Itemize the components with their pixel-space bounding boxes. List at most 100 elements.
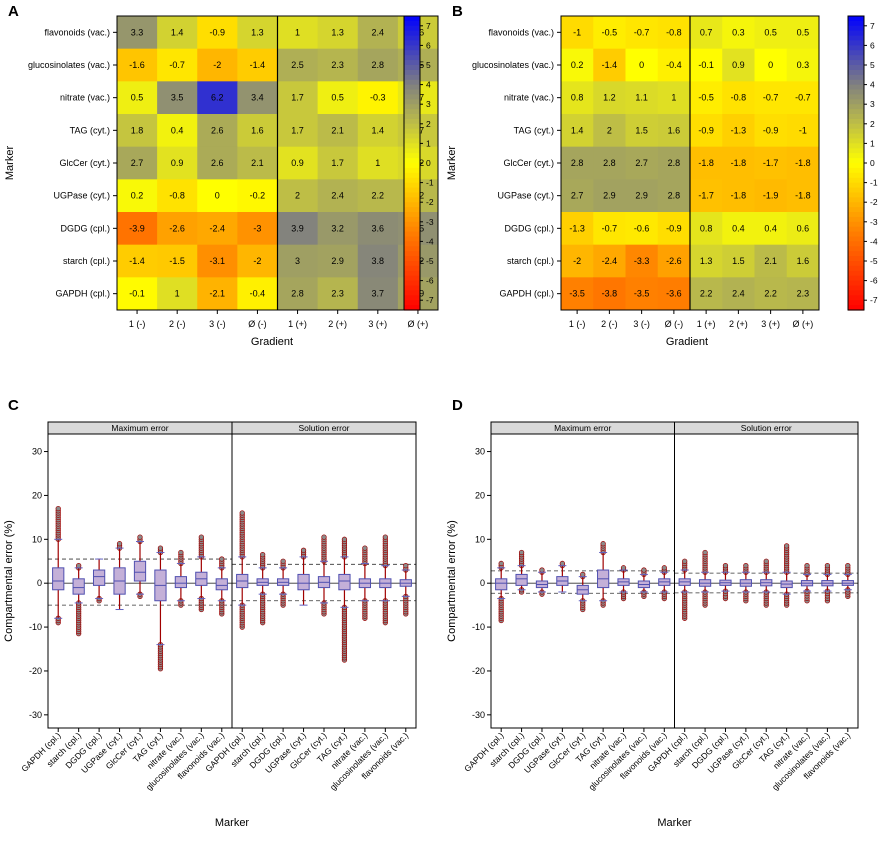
heatmap-cell <box>722 212 755 246</box>
heatmap-cell <box>357 48 399 82</box>
colorbar-segment <box>848 246 864 252</box>
heatmap-cell-label: 2.8 <box>571 158 584 168</box>
heatmap-cell-label: -1 <box>573 27 581 37</box>
colorbar-segment <box>848 212 864 218</box>
heatmap-cell <box>561 277 594 311</box>
y-tick-label: 0 <box>480 578 485 588</box>
colorbar-segment <box>404 148 420 154</box>
x-axis-title: Gradient <box>666 336 708 348</box>
row-label: DGDG (cpl.) <box>505 223 555 233</box>
outlier-point <box>518 549 525 556</box>
heatmap-cell-label: 3.9 <box>291 223 304 233</box>
colorbar-segment <box>404 25 420 32</box>
heatmap-cell-label: 0.5 <box>797 27 810 37</box>
heatmap-cell-label: 0.3 <box>732 27 745 37</box>
heatmap-cell-label: 1.6 <box>668 125 681 135</box>
heatmap-cell <box>237 81 278 115</box>
heatmap-panel-A: A 3.3 1.4 -0.9 1.3 1 1.3 2.4 1.6 flavonoids (vac.… <box>4 3 439 348</box>
boxplot-panel-D: D Maximum error Solution error 30 20 10 0 -10 -2… <box>446 397 859 829</box>
colorbar-segment <box>404 123 420 130</box>
heatmap-cell-label: 2 <box>607 125 612 135</box>
heatmap-cell-label: -1.8 <box>795 158 811 168</box>
heatmap-cell <box>197 244 238 278</box>
colorbar-segment <box>404 177 420 184</box>
outlier-point <box>498 560 504 567</box>
colorbar-tick-label: -7 <box>870 295 878 305</box>
colorbar-tick-label: -6 <box>426 276 434 286</box>
heatmap-cell <box>357 244 399 278</box>
heatmap-cell-label: 2.4 <box>732 289 745 299</box>
box <box>495 578 508 591</box>
colorbar-segment <box>848 133 864 140</box>
heatmap-cell-label: 1 <box>375 158 380 168</box>
boxplot-panel-C: C Maximum error Solution error 30 20 10 0 -10 -2… <box>3 397 417 829</box>
heatmap-cell <box>786 16 820 50</box>
colorbar-segment <box>848 182 864 189</box>
heatmap-cell <box>690 16 723 50</box>
heatmap-cell-label: -1.9 <box>763 191 779 201</box>
heatmap-cell-label: -1.7 <box>698 191 714 201</box>
heatmap-cell <box>157 114 198 148</box>
colorbar-segment <box>404 207 420 213</box>
box <box>52 567 65 591</box>
heatmap-cell-label: 2.8 <box>372 60 385 70</box>
colorbar-segment <box>404 236 420 242</box>
colorbar-segment <box>848 207 864 213</box>
heatmap-cell-label: 3.6 <box>372 223 385 233</box>
heatmap-cell <box>561 146 594 180</box>
heatmap-cell <box>277 212 319 246</box>
outlier-point <box>55 505 61 512</box>
heatmap-cell <box>786 277 820 311</box>
colorbar-segment <box>404 280 420 287</box>
heatmap-cell-label: 3.3 <box>131 27 144 37</box>
heatmap-cell-label: 1.6 <box>251 125 264 135</box>
heatmap-cell-label: -1.8 <box>731 158 747 168</box>
box <box>515 573 528 586</box>
heatmap-cell <box>593 244 626 278</box>
panel-letter: A <box>8 3 19 20</box>
outlier-point <box>403 562 409 569</box>
heatmap-cell-label: 1 <box>175 289 180 299</box>
heatmap-cell <box>277 277 319 311</box>
heatmap-cell-label: -1.3 <box>731 125 747 135</box>
heatmap-cell <box>754 16 788 50</box>
heatmap-cell-label: -0.7 <box>763 93 779 103</box>
heatmap-cell-label: 0.2 <box>571 60 584 70</box>
heatmap-cell-label: -0.9 <box>698 125 714 135</box>
colorbar-segment <box>404 212 420 218</box>
heatmap-cell <box>237 114 278 148</box>
colorbar-segment <box>404 74 420 81</box>
heatmap-cell <box>561 179 594 213</box>
heatmap-cell-label: 0 <box>639 60 644 70</box>
heatmap-cell-label: 1.3 <box>700 256 713 266</box>
heatmap-cell-label: 0.9 <box>171 158 184 168</box>
colorbar-segment <box>404 226 420 233</box>
heatmap-cell-label: -1.5 <box>169 256 185 266</box>
col-label: 3 (-) <box>209 319 226 329</box>
heatmap-cell <box>357 179 399 213</box>
outlier-point <box>702 549 708 556</box>
heatmap-cell-label: 2.8 <box>603 158 616 168</box>
heatmap-cell-label: 1.2 <box>603 93 616 103</box>
y-tick-label: -10 <box>29 622 42 632</box>
heatmap-cell-label: 2.7 <box>571 191 584 201</box>
colorbar-segment <box>404 163 420 169</box>
heatmap-cell-label: 2.7 <box>131 158 144 168</box>
heatmap-cell-label: 0 <box>215 191 220 201</box>
heatmap-cell-label: 2.2 <box>700 289 713 299</box>
heatmap-cell-label: 1.6 <box>797 256 810 266</box>
heatmap-cell-label: -3 <box>253 223 261 233</box>
heatmap-cell <box>117 48 158 82</box>
outlier-point <box>824 562 831 569</box>
heatmap-cell-label: 0.8 <box>571 93 584 103</box>
heatmap-cell-label: 1.5 <box>732 256 745 266</box>
y-axis-title: Compartmental error (%) <box>3 520 15 642</box>
colorbar-segment <box>404 114 420 120</box>
heatmap-cell <box>117 244 158 278</box>
heatmap-cell-label: 2.3 <box>331 289 344 299</box>
heatmap-cell-label: 2.5 <box>291 60 304 70</box>
heatmap-cell <box>625 179 659 213</box>
colorbar-segment <box>404 84 420 91</box>
heatmap-cell <box>754 212 788 246</box>
heatmap-cell <box>157 244 198 278</box>
